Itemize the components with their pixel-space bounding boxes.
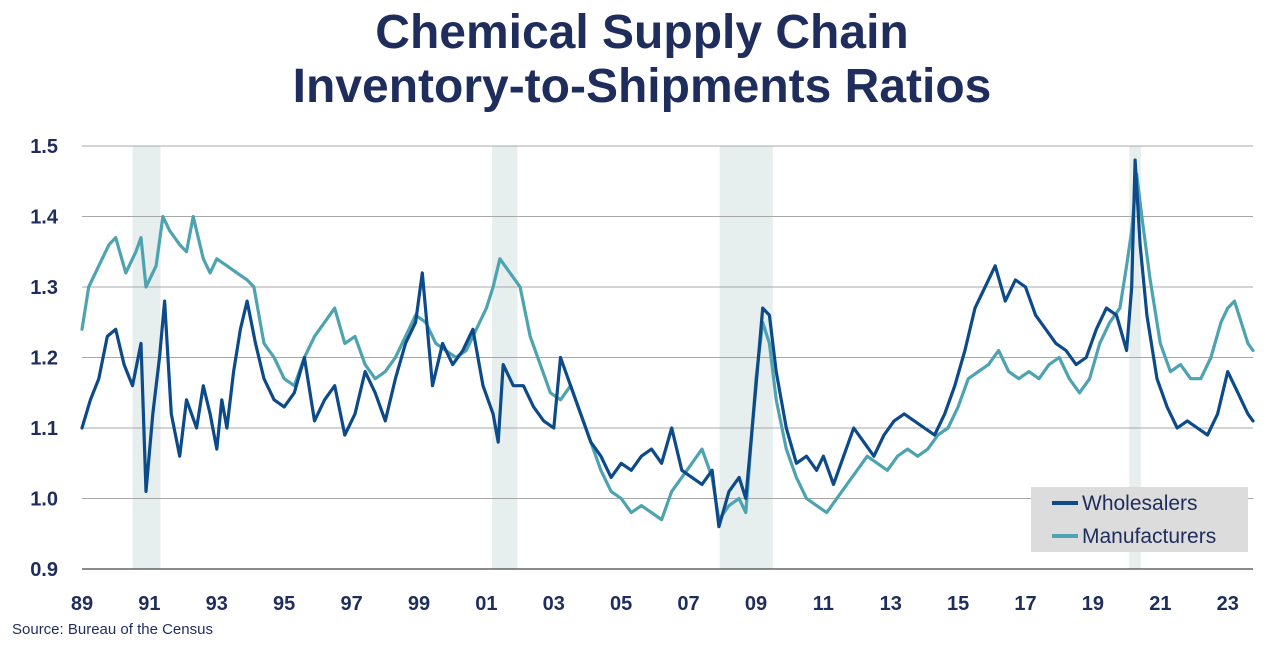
legend-box: [1031, 487, 1248, 552]
x-tick-label: 91: [138, 593, 160, 615]
x-tick-label: 89: [71, 593, 93, 615]
chart-title-line2: Inventory-to-Shipments Ratios: [292, 60, 992, 113]
series-lines: [80, 158, 1255, 529]
x-tick-label: 11: [813, 593, 834, 615]
series-line-manufacturers: [80, 172, 1255, 522]
legend-label-wholesalers: Wholesalers: [1082, 492, 1198, 515]
series-line-wholesalers: [80, 158, 1255, 529]
x-tick-label: 03: [543, 593, 565, 615]
x-tick-label: 95: [273, 593, 295, 615]
chart-title-line1: Chemical Supply Chain: [375, 6, 909, 59]
y-tick-label: 1.0: [30, 489, 58, 511]
x-tick-label: 05: [610, 593, 632, 615]
source-note: Source: Bureau of the Census: [12, 621, 213, 638]
y-tick-label: 1.2: [30, 348, 58, 370]
x-tick-label: 07: [677, 593, 699, 615]
legend: Wholesalers Manufacturers: [1031, 487, 1248, 552]
y-tick-label: 1.4: [30, 207, 59, 229]
legend-label-manufacturers: Manufacturers: [1082, 525, 1216, 548]
x-tick-label: 15: [947, 593, 969, 615]
y-axis: 0.9 1.0 1.1 1.2 1.3 1.4 1.5: [30, 136, 59, 581]
x-tick-label: 97: [340, 593, 362, 615]
x-tick-label: 93: [206, 593, 228, 615]
x-tick-label: 99: [408, 593, 430, 615]
x-tick-label: 13: [880, 593, 902, 615]
gridlines: [82, 145, 1253, 570]
x-axis: 89 91 93 95 97 99 01 03 05 07 09 11 13 15 17 19 21 23: [71, 593, 1239, 615]
x-tick-label: 01: [475, 593, 497, 615]
x-tick-label: 17: [1014, 593, 1036, 615]
x-tick-label: 23: [1217, 593, 1239, 615]
y-tick-label: 1.5: [30, 136, 58, 158]
y-tick-label: 1.3: [30, 277, 58, 299]
x-tick-label: 09: [745, 593, 767, 615]
x-tick-label: 19: [1082, 593, 1104, 615]
y-tick-label: 0.9: [30, 559, 58, 581]
y-tick-label: 1.1: [30, 418, 58, 440]
x-tick-label: 21: [1149, 593, 1171, 615]
